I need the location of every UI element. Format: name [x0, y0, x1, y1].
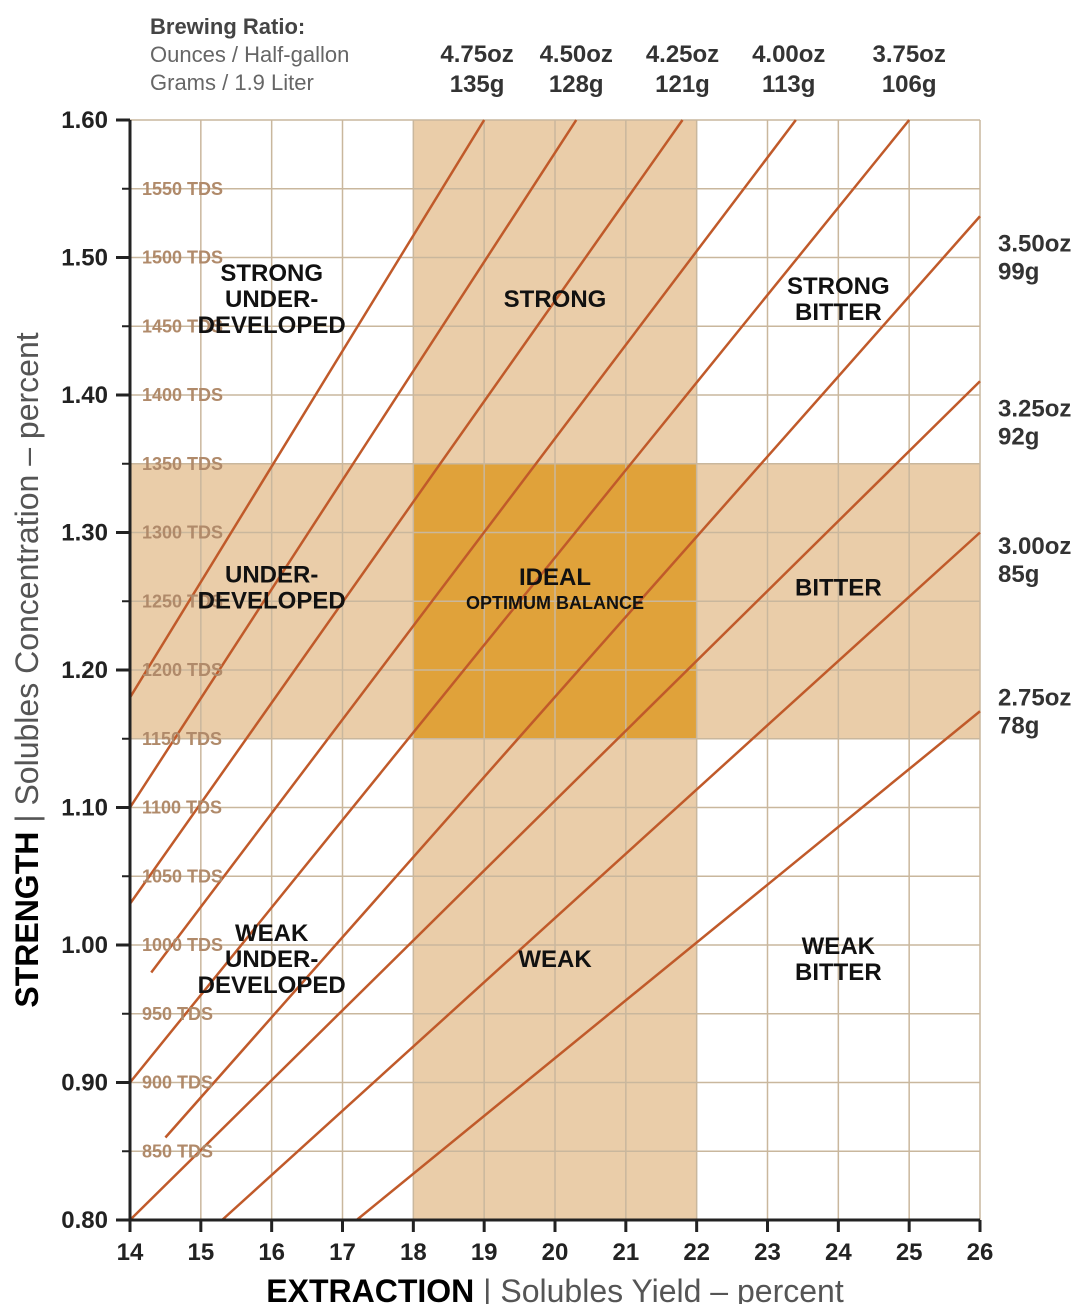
- zone-label: BITTER: [795, 575, 882, 602]
- zone-label: DEVELOPED: [198, 588, 346, 615]
- x-tick-label: 23: [754, 1239, 781, 1266]
- x-tick-label: 17: [329, 1239, 356, 1266]
- x-axis-title: EXTRACTION | Solubles Yield – percent: [266, 1273, 844, 1304]
- x-tick-label: 25: [896, 1239, 923, 1266]
- ratio-g-label: 121g: [655, 71, 710, 98]
- y-tick-label: 1.50: [61, 245, 108, 272]
- ratio-oz-label: 3.25oz: [998, 396, 1071, 423]
- y-axis-title: STRENGTH | Solubles Concentration – perc…: [9, 332, 45, 1007]
- ratio-oz-label: 4.00oz: [752, 41, 825, 68]
- zone-label: UNDER-: [225, 562, 318, 589]
- ratio-g-label: 99g: [998, 259, 1039, 286]
- y-tick-label: 1.30: [61, 520, 108, 547]
- zone-label: WEAK: [235, 920, 309, 947]
- tds-label: 1500 TDS: [142, 248, 223, 268]
- ratio-g-label: 78g: [998, 712, 1039, 739]
- tds-label: 850 TDS: [142, 1141, 213, 1161]
- ratio-oz-label: 4.25oz: [646, 41, 719, 68]
- ratio-oz-label: 4.75oz: [440, 41, 513, 68]
- y-tick-label: 0.90: [61, 1070, 108, 1097]
- y-tick-label: 1.10: [61, 795, 108, 822]
- x-tick-label: 24: [825, 1239, 852, 1266]
- ratio-oz-label: 2.75oz: [998, 684, 1071, 711]
- tds-label: 1200 TDS: [142, 660, 223, 680]
- x-tick-label: 19: [471, 1239, 498, 1266]
- header-title: Brewing Ratio:: [150, 14, 305, 39]
- zone-label: STRONG: [787, 273, 890, 300]
- zone-label: WEAK: [802, 933, 876, 960]
- y-tick-label: 1.20: [61, 657, 108, 684]
- zone-label: WEAK: [518, 946, 592, 973]
- ratio-g-label: 85g: [998, 561, 1039, 588]
- tds-label: 1050 TDS: [142, 866, 223, 886]
- tds-label: 1550 TDS: [142, 179, 223, 199]
- zone-label: BITTER: [795, 959, 882, 986]
- tds-label: 1000 TDS: [142, 935, 223, 955]
- x-tick-label: 26: [967, 1239, 994, 1266]
- tds-label: 1300 TDS: [142, 523, 223, 543]
- zone-label: BITTER: [795, 299, 882, 326]
- x-tick-label: 14: [117, 1239, 144, 1266]
- x-tick-label: 18: [400, 1239, 427, 1266]
- ratio-g-label: 113g: [762, 71, 815, 98]
- brewing-control-chart: 14 15 16 17 18 19 20 21 22 23 24 25 26 0.80 0.90 1.00 1.…: [0, 0, 1080, 1304]
- zone-label: IDEAL: [519, 564, 591, 591]
- tds-label: 1100 TDS: [142, 798, 222, 818]
- tds-label: 900 TDS: [142, 1073, 213, 1093]
- tds-label: 950 TDS: [142, 1004, 213, 1024]
- x-tick-label: 16: [258, 1239, 285, 1266]
- x-tick-label: 22: [683, 1239, 710, 1266]
- y-tick-label: 1.40: [61, 382, 108, 409]
- zone-label: UNDER-: [225, 286, 318, 313]
- tds-label: 1150 TDS: [142, 729, 222, 749]
- zone-label: DEVELOPED: [198, 972, 346, 999]
- tds-label: 1350 TDS: [142, 454, 223, 474]
- header-sub1: Ounces / Half-gallon: [150, 42, 349, 67]
- ratio-oz-label: 3.50oz: [998, 231, 1071, 258]
- ratio-g-label: 135g: [450, 71, 505, 98]
- x-tick-label: 15: [187, 1239, 214, 1266]
- chart-svg: 14 15 16 17 18 19 20 21 22 23 24 25 26 0.80 0.90 1.00 1.…: [0, 0, 1080, 1304]
- ratio-oz-label: 3.00oz: [998, 533, 1071, 560]
- header-sub2: Grams / 1.9 Liter: [150, 70, 314, 95]
- zone-label: STRONG: [504, 286, 607, 313]
- zone-label: UNDER-: [225, 946, 318, 973]
- zone-label: STRONG: [220, 260, 323, 287]
- y-tick-label: 0.80: [61, 1207, 108, 1234]
- ratio-g-label: 128g: [549, 71, 604, 98]
- ratio-oz-label: 4.50oz: [540, 41, 613, 68]
- y-tick-label: 1.60: [61, 107, 108, 134]
- zone-label: DEVELOPED: [198, 312, 346, 339]
- y-tick-label: 1.00: [61, 932, 108, 959]
- ratio-g-label: 92g: [998, 424, 1039, 451]
- ratio-g-label: 106g: [882, 71, 937, 98]
- ratio-oz-label: 3.75oz: [872, 41, 945, 68]
- tds-label: 1400 TDS: [142, 385, 223, 405]
- zone-sublabel: OPTIMUM BALANCE: [466, 593, 644, 613]
- x-tick-label: 21: [612, 1239, 639, 1266]
- x-tick-label: 20: [542, 1239, 569, 1266]
